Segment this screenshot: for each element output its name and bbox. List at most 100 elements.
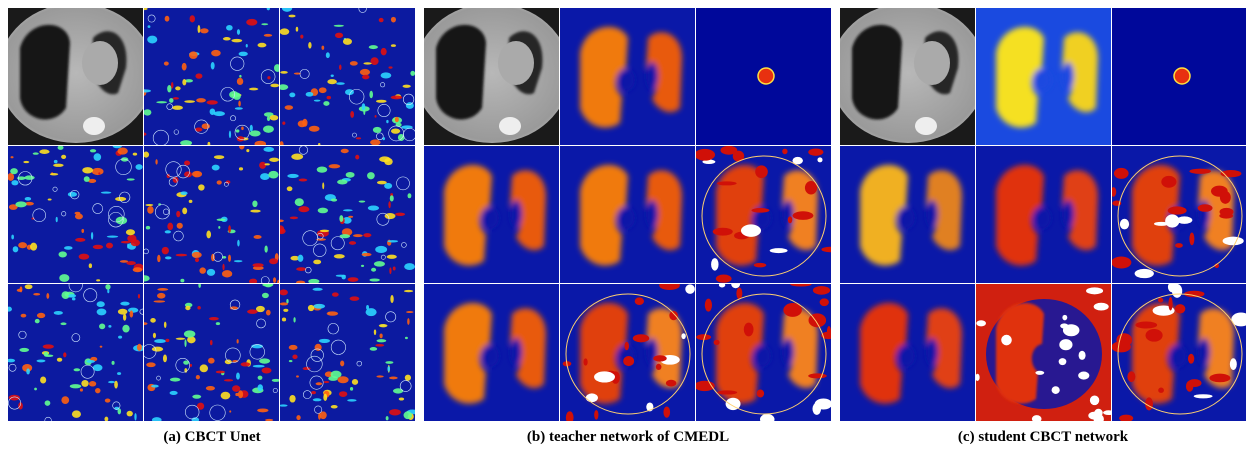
activation-blob — [221, 270, 233, 278]
red-region — [751, 208, 770, 213]
contour — [305, 266, 312, 274]
contour — [230, 56, 245, 71]
left-lung — [1132, 164, 1180, 266]
activation-blob — [180, 278, 185, 283]
activation-blob — [292, 354, 298, 360]
activation-blob — [22, 363, 33, 372]
activation-blob — [312, 398, 322, 402]
contour — [68, 284, 83, 293]
image-tile — [144, 284, 279, 421]
activation-blob — [234, 107, 243, 110]
activation-blob — [153, 300, 166, 303]
activation-blob — [368, 45, 378, 50]
activation-blob — [172, 97, 179, 100]
contour — [299, 68, 310, 79]
activation-blob — [236, 372, 240, 380]
activation-blob — [293, 317, 296, 323]
red-region — [659, 284, 680, 291]
activation-blob — [185, 305, 191, 311]
activation-blob — [350, 110, 355, 118]
red-region — [1134, 268, 1154, 279]
activation-blob — [192, 394, 202, 399]
activation-blob — [280, 302, 289, 306]
image-tile — [976, 284, 1111, 421]
activation-blob — [340, 148, 349, 154]
contour — [385, 311, 397, 323]
activation-blob — [266, 8, 270, 11]
red-region — [817, 157, 823, 163]
contour — [173, 129, 179, 135]
activation-blob — [253, 234, 262, 239]
activation-blob — [265, 309, 271, 316]
panel-caption: (c) student CBCT network — [958, 429, 1129, 445]
activation-blob — [222, 255, 227, 259]
activation-blob — [19, 347, 30, 352]
red-region — [1135, 321, 1158, 329]
activation-blob — [95, 387, 101, 394]
contour — [313, 243, 327, 257]
image-tile — [560, 146, 695, 283]
red-region — [702, 159, 716, 165]
activation-blob — [107, 289, 110, 294]
red-region — [632, 334, 650, 343]
red-region — [1112, 256, 1132, 269]
tile-bg — [144, 284, 279, 421]
vessel — [926, 338, 938, 366]
contour — [376, 212, 390, 226]
activation-blob — [18, 402, 23, 410]
activation-blob — [339, 234, 351, 239]
activation-blob — [322, 182, 325, 190]
activation-blob — [127, 243, 130, 249]
activation-blob — [211, 253, 215, 262]
contour — [352, 132, 357, 138]
airway — [617, 207, 635, 229]
activation-blob — [228, 225, 231, 233]
activation-blob — [15, 201, 27, 208]
activation-blob — [88, 178, 97, 183]
white-region — [1058, 358, 1067, 366]
vessel — [926, 200, 938, 228]
activation-blob — [388, 201, 391, 209]
activation-blob — [259, 358, 271, 364]
activation-blob — [376, 375, 384, 378]
activation-blob — [152, 332, 157, 339]
activation-blob — [181, 62, 187, 71]
activation-blob — [372, 126, 382, 133]
activation-blob — [374, 114, 377, 118]
airway — [617, 69, 635, 91]
activation-blob — [311, 390, 316, 395]
activation-blob — [280, 219, 284, 223]
activation-blob — [228, 254, 231, 262]
activation-blob — [151, 417, 162, 421]
ct-spine — [83, 117, 105, 135]
activation-blob — [266, 116, 271, 122]
outline — [701, 293, 827, 415]
image-tile — [696, 284, 831, 421]
white-region — [1094, 408, 1103, 417]
ct-spine — [499, 117, 521, 135]
contour — [144, 248, 149, 255]
activation-blob — [375, 245, 388, 254]
activation-blob — [154, 339, 167, 344]
activation-blob — [163, 61, 169, 66]
contour — [71, 333, 81, 342]
activation-blob — [88, 381, 97, 387]
activation-blob — [325, 52, 330, 59]
activation-blob — [222, 263, 225, 271]
contour — [112, 401, 121, 410]
activation-blob — [175, 86, 181, 91]
activation-blob — [100, 191, 112, 194]
activation-blob — [135, 164, 143, 170]
activation-blob — [33, 292, 41, 296]
activation-blob — [224, 359, 232, 365]
activation-blob — [129, 310, 134, 318]
activation-blob — [313, 99, 321, 102]
activation-blob — [61, 291, 70, 299]
contour — [166, 103, 173, 110]
red-region — [1174, 304, 1186, 314]
ct-spine — [915, 117, 937, 135]
activation-blob — [104, 398, 111, 403]
activation-blob — [93, 153, 102, 161]
white-region — [1062, 324, 1080, 337]
contour — [220, 87, 235, 102]
